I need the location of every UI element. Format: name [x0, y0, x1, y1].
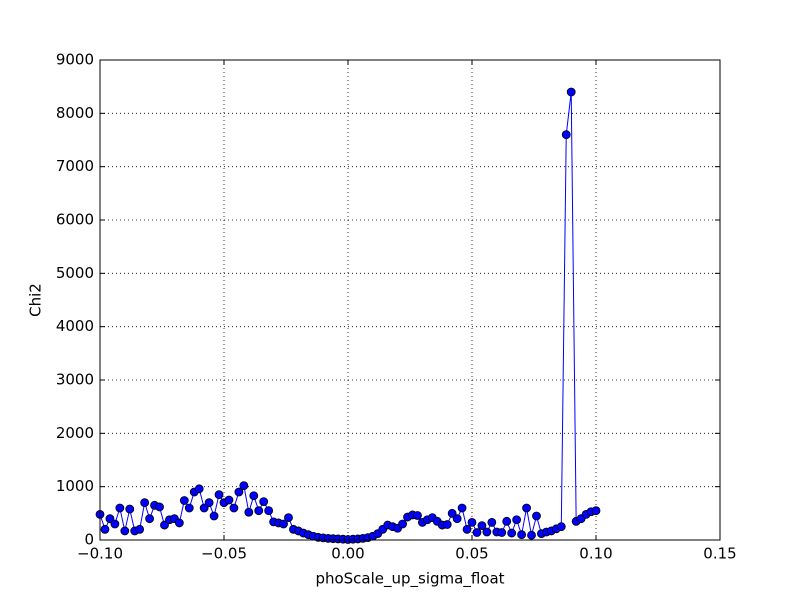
y-axis-label: Chi2 — [27, 283, 45, 317]
data-point — [115, 503, 125, 513]
data-point — [249, 491, 259, 501]
y-tick-label: 3000 — [56, 371, 94, 389]
x-tick-label: −0.05 — [201, 545, 247, 563]
data-point — [527, 530, 536, 540]
data-point — [447, 508, 457, 518]
y-tick-label: 2000 — [56, 424, 94, 442]
data-point — [214, 490, 224, 500]
data-point — [467, 518, 477, 527]
data-point — [517, 530, 526, 540]
data-point — [120, 526, 130, 536]
y-tick-label: 0 — [84, 531, 94, 549]
y-tick-label: 5000 — [56, 264, 94, 282]
data-point — [507, 528, 517, 538]
y-tick-label: 1000 — [56, 477, 94, 495]
data-point — [264, 506, 274, 516]
data-point — [155, 502, 164, 512]
data-point — [482, 527, 492, 537]
data-point — [413, 511, 422, 520]
data-point — [244, 507, 254, 517]
data-point — [561, 130, 571, 140]
data-point — [110, 519, 120, 529]
y-tick-label: 6000 — [56, 211, 94, 229]
x-tick-label: −0.10 — [77, 545, 123, 563]
data-point — [254, 506, 264, 516]
data-point — [512, 515, 522, 525]
y-tick-label: 9000 — [56, 51, 94, 69]
data-point — [160, 520, 169, 530]
y-tick-label: 8000 — [56, 104, 94, 122]
x-tick-label: 0.15 — [703, 545, 736, 563]
data-point — [462, 524, 472, 534]
y-tick-label: 7000 — [56, 157, 94, 175]
data-point — [502, 516, 512, 526]
data-point — [457, 503, 467, 513]
y-tick-label: 4000 — [56, 317, 94, 335]
data-point — [472, 528, 482, 537]
data-point — [184, 503, 194, 513]
data-point — [174, 518, 184, 528]
data-point — [199, 503, 209, 513]
x-axis-label: phoScale_up_sigma_float — [315, 570, 504, 589]
data-point — [140, 498, 150, 508]
data-point — [234, 487, 244, 497]
data-point — [398, 519, 407, 529]
data-point — [239, 481, 249, 491]
data-point — [591, 506, 601, 516]
data-point — [209, 511, 219, 521]
data-point — [135, 524, 145, 534]
data-point — [179, 496, 189, 505]
data-point — [497, 528, 507, 537]
x-tick-label: 0.05 — [455, 545, 488, 563]
data-point — [452, 514, 462, 524]
data-point — [125, 504, 135, 514]
data-point — [279, 519, 288, 529]
data-point — [100, 524, 110, 534]
data-point — [204, 498, 214, 508]
x-tick-label: 0.00 — [331, 545, 364, 563]
data-point — [194, 484, 204, 494]
data-point — [224, 495, 234, 505]
data-point — [532, 511, 541, 521]
data-point — [145, 514, 155, 524]
data-point — [284, 513, 293, 522]
data-point — [259, 497, 269, 507]
data-point — [229, 503, 239, 513]
plot-frame — [99, 59, 721, 541]
data-point — [105, 514, 115, 524]
data-point — [442, 520, 452, 529]
x-tick-label: 0.10 — [579, 545, 612, 563]
data-point — [522, 503, 531, 513]
data-point — [487, 518, 497, 527]
data-point — [556, 522, 566, 532]
data-point — [566, 87, 576, 97]
data-point — [477, 521, 487, 530]
